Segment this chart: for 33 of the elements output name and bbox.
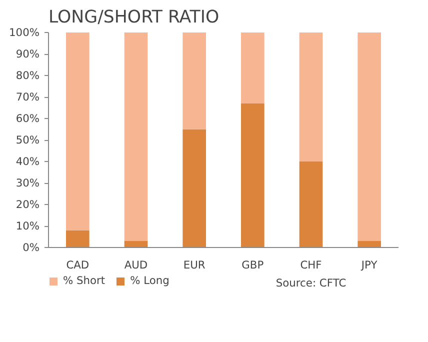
bar — [299, 32, 323, 162]
x-tick-label: AUD — [124, 258, 148, 272]
bar — [124, 241, 148, 248]
y-tick-label: 10% — [16, 220, 40, 232]
y-tick-label: 100% — [9, 26, 40, 39]
x-tick-label: EUR — [183, 258, 206, 272]
source-note: Source: CFTC — [276, 276, 346, 290]
y-tick-label: 50% — [16, 134, 40, 146]
x-tick-label: CHF — [300, 258, 322, 272]
bar — [358, 32, 381, 242]
y-tick-label: 40% — [16, 155, 40, 168]
y-tick-label: 0% — [22, 241, 40, 254]
y-tick-label: 20% — [16, 198, 40, 211]
y-tick-label: 90% — [16, 48, 40, 60]
chart-title: LONG/SHORT RATIO — [48, 8, 220, 28]
bar — [241, 103, 264, 248]
bar — [66, 32, 90, 230]
bar — [182, 129, 206, 248]
bar — [124, 32, 148, 242]
legend-label: % Short — [63, 274, 106, 287]
bar — [299, 162, 323, 248]
y-tick-label: 70% — [16, 90, 40, 104]
bar — [66, 230, 90, 248]
legend-label: % Long — [130, 274, 170, 287]
bar — [182, 32, 206, 130]
bar — [358, 241, 381, 248]
x-tick-label: CAD — [66, 258, 90, 272]
y-tick-label: 30% — [16, 176, 40, 190]
y-tick-label: 80% — [16, 69, 40, 82]
bar — [241, 32, 264, 104]
x-tick-label: GBP — [242, 258, 264, 272]
x-tick-label: JPY — [360, 258, 378, 272]
y-tick-label: 60% — [16, 112, 40, 125]
